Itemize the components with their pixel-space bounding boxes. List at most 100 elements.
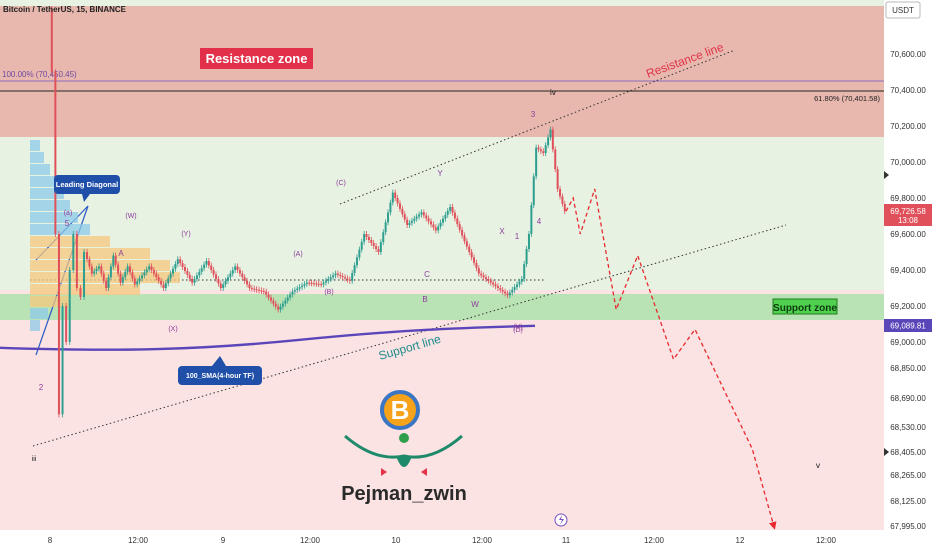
candle-body — [241, 273, 244, 278]
candle-body — [355, 257, 358, 266]
currency-label: USDT — [892, 6, 914, 15]
y-tick-label: 70,200.00 — [890, 122, 926, 131]
candle-body — [396, 198, 399, 204]
candle-body — [54, 72, 57, 234]
currency-badge[interactable] — [885, 1, 921, 19]
candle-body — [434, 227, 437, 231]
candle-body — [484, 277, 487, 279]
volume-profile-bar — [30, 164, 50, 175]
candle-body — [544, 145, 547, 153]
leading-diagonal-label: Leading Diagonal — [56, 180, 119, 189]
wave-label: (B) — [324, 289, 333, 296]
support-zone-band — [0, 294, 884, 320]
wave-label: C — [424, 270, 430, 279]
candle-body — [403, 214, 406, 220]
candle-body — [88, 259, 91, 267]
candle-body — [458, 224, 461, 230]
candle-body — [511, 289, 514, 293]
candle-body — [327, 279, 330, 281]
candle-body — [367, 237, 370, 240]
candle-body — [525, 249, 528, 264]
candle-body — [341, 276, 344, 278]
candle-body — [372, 243, 375, 246]
volume-profile-bar — [30, 320, 40, 331]
fib-right-label: 61.80% (70,401.58) — [814, 94, 880, 103]
resistance-zone-label: Resistance zone — [206, 51, 308, 66]
candle-body — [207, 261, 210, 266]
y-tick-label: 69,600.00 — [890, 230, 926, 239]
candle-body — [315, 283, 318, 285]
candle-body — [83, 252, 86, 297]
wave-label: (A) — [293, 251, 302, 258]
candle-body — [556, 169, 559, 189]
candle-body — [205, 261, 208, 265]
candle-body — [475, 262, 478, 269]
wave-label: (C) — [336, 180, 346, 187]
candle-body — [482, 275, 485, 278]
price-axis-marker-icon — [884, 171, 889, 179]
candle-body — [377, 249, 380, 252]
candle-body — [463, 235, 466, 242]
candle-body — [172, 268, 175, 274]
candle-body — [532, 176, 535, 206]
candle-body — [150, 266, 153, 270]
candle-body — [258, 289, 261, 291]
candle-body — [317, 283, 320, 285]
candle-body — [210, 265, 213, 270]
sma-callout: 100_SMA(4-hour TF) — [178, 356, 262, 385]
candle-body — [439, 222, 442, 227]
candle-body — [167, 278, 170, 284]
candle-body — [336, 273, 339, 275]
candle-body — [238, 270, 241, 274]
wave-label: (X) — [168, 326, 177, 333]
candle-body — [284, 300, 287, 304]
candle-body — [470, 252, 473, 258]
candle-body — [181, 263, 184, 267]
candle-body — [444, 214, 447, 219]
candle-body — [334, 273, 337, 276]
candle-body — [65, 306, 68, 342]
y-tick-label: 69,000.00 — [890, 338, 926, 347]
volume-profile-bar — [30, 248, 150, 259]
leading-diagonal-callout: Leading Diagonal — [54, 175, 120, 202]
candle-body — [451, 207, 454, 213]
candle-body — [360, 241, 363, 250]
candle-body — [351, 273, 354, 281]
candle-body — [559, 189, 562, 197]
x-tick-label: 12:00 — [300, 536, 321, 545]
candle-body — [219, 283, 222, 288]
support-zone-box — [772, 298, 838, 315]
candle-body — [468, 246, 471, 252]
candle-body — [408, 222, 411, 225]
lightning-icon[interactable] — [554, 513, 568, 527]
x-tick-label: 10 — [392, 536, 401, 545]
candle-body — [224, 280, 227, 285]
candle-body — [504, 291, 507, 294]
candle-body — [461, 229, 464, 236]
candle-body — [267, 294, 270, 298]
x-tick-label: 12:00 — [128, 536, 149, 545]
y-tick-label: 69,800.00 — [890, 194, 926, 203]
candle-body — [61, 306, 64, 415]
wave-label: X — [499, 227, 505, 236]
candle-body — [520, 279, 523, 282]
candle-body — [480, 273, 483, 276]
candle-body — [203, 264, 206, 269]
candle-body — [174, 264, 177, 269]
projection-path — [565, 188, 777, 530]
candle-body — [561, 196, 564, 204]
price-badge-countdown: 13:08 — [898, 216, 919, 225]
candle-body — [446, 210, 449, 215]
candle-body — [494, 284, 497, 287]
candle-body — [320, 284, 323, 286]
candle-body — [222, 284, 225, 288]
wave-label: (a) — [64, 210, 73, 217]
candle-body — [236, 266, 239, 270]
wave-label: (V) — [513, 324, 522, 331]
candle-body — [379, 242, 382, 252]
x-tick-label: 9 — [221, 536, 226, 545]
candle-body — [301, 285, 304, 288]
candle-body — [95, 268, 98, 272]
candle-body — [234, 266, 237, 270]
